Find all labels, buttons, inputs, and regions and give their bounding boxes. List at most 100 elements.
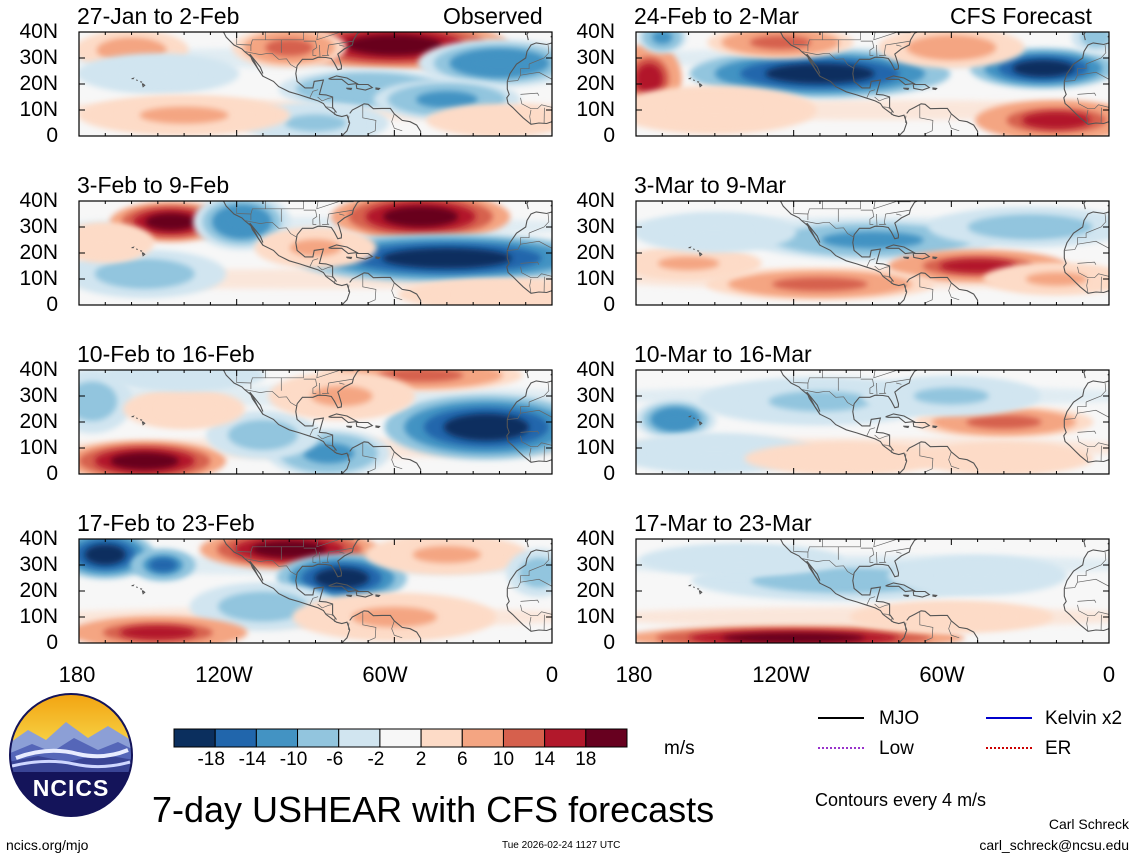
political-border [347,115,350,124]
coastline [328,244,359,255]
lat-tick-label: 10N [19,605,58,628]
coastline [806,53,821,74]
shear-anomaly-contour [239,424,287,446]
colorbar-swatch [297,728,340,748]
colorbar-swatch [461,728,504,748]
coastline [903,425,910,429]
shear-anomaly-contour [468,113,531,128]
coastline [295,234,337,282]
lat-tick-label: 40N [19,358,58,381]
coastline [131,415,135,418]
political-border [281,370,304,379]
main-title: 7-day USHEAR with CFS forecasts [152,789,715,830]
colorbar-swatch [420,728,463,748]
political-border [339,551,345,554]
political-border [890,449,893,453]
coastline [806,222,821,243]
footer-email: carl_schreck@ncsu.edu [979,837,1129,853]
panel-title: 17-Feb to 23-Feb [77,510,255,536]
coastline [688,77,692,80]
shear-anomaly-contour [940,566,1016,584]
political-border [1077,430,1097,434]
political-border [801,220,855,238]
coastline [932,594,938,598]
coastline [249,222,264,243]
political-border [1077,435,1109,448]
political-border [223,32,252,51]
political-border [325,613,333,616]
panel-title: 24-Feb to 2-Mar [634,3,799,29]
political-border [347,622,350,631]
political-border [885,547,911,553]
lat-tick-label: 20N [19,410,58,433]
shear-anomaly-contour [149,370,219,382]
political-border [529,278,532,294]
coastline [806,560,821,584]
political-border [896,213,902,216]
coastline [249,391,264,412]
coastline [296,201,361,240]
coastline [780,539,908,643]
political-border [1077,578,1109,587]
coastline [249,560,264,581]
coastline [375,256,381,260]
colorbar-tick-label: -18 [197,749,225,770]
shear-anomaly-contour [412,546,482,564]
coastline [1083,370,1086,379]
political-border [807,201,823,215]
political-border [316,539,341,548]
political-border [879,44,887,56]
coastline [1063,588,1109,632]
map-panel-forecast-3 [635,369,1110,475]
lat-tick-label: 20N [19,72,58,95]
political-border [309,258,319,268]
colorbar-tick-label: -14 [238,749,267,770]
coastline [141,83,146,88]
coastline [688,584,692,587]
shear-anomaly-contour [803,451,889,466]
colorbar-tick-label: -10 [279,749,308,770]
shear-anomaly-contour [139,106,229,124]
shear-anomaly-contour [749,35,812,50]
political-border [876,551,878,564]
shear-anomaly-contour [377,370,464,382]
coastline [141,421,146,426]
lat-tick-label: 20N [576,241,615,264]
political-border [1085,44,1107,65]
coastline [296,370,361,409]
political-border [265,208,282,222]
shear-anomaly-contour [652,32,673,44]
coastline [506,250,552,294]
political-border [319,551,321,564]
lat-tick-label: 30N [19,553,58,576]
political-border [328,209,354,215]
colorbar-tick-label: -2 [367,749,385,770]
shear-anomaly-contour [913,387,989,405]
political-border [244,220,298,238]
political-border [807,370,823,384]
shear-anomaly-contour [1085,32,1107,44]
political-border [885,40,911,46]
political-border [281,32,304,41]
coastline [136,417,138,420]
political-border [801,389,855,407]
political-border [1077,261,1097,265]
political-border [528,44,550,65]
lat-tick-label: 0 [46,631,58,654]
political-border [244,51,298,69]
footer-author: Carl Schreck [1048,816,1129,832]
political-border [866,89,876,99]
legend-low-line [818,747,864,749]
political-border [319,44,321,57]
coastline [693,248,695,251]
coastline [526,201,529,210]
coastline [885,413,916,424]
political-border [325,444,333,447]
shear-anomaly-contour [781,572,912,590]
shear-anomaly-contour [658,410,693,428]
coastline [355,590,374,598]
legend-er-line [986,747,1032,749]
shear-anomaly-contour [79,387,110,415]
political-border [780,539,809,558]
political-border [890,618,893,622]
